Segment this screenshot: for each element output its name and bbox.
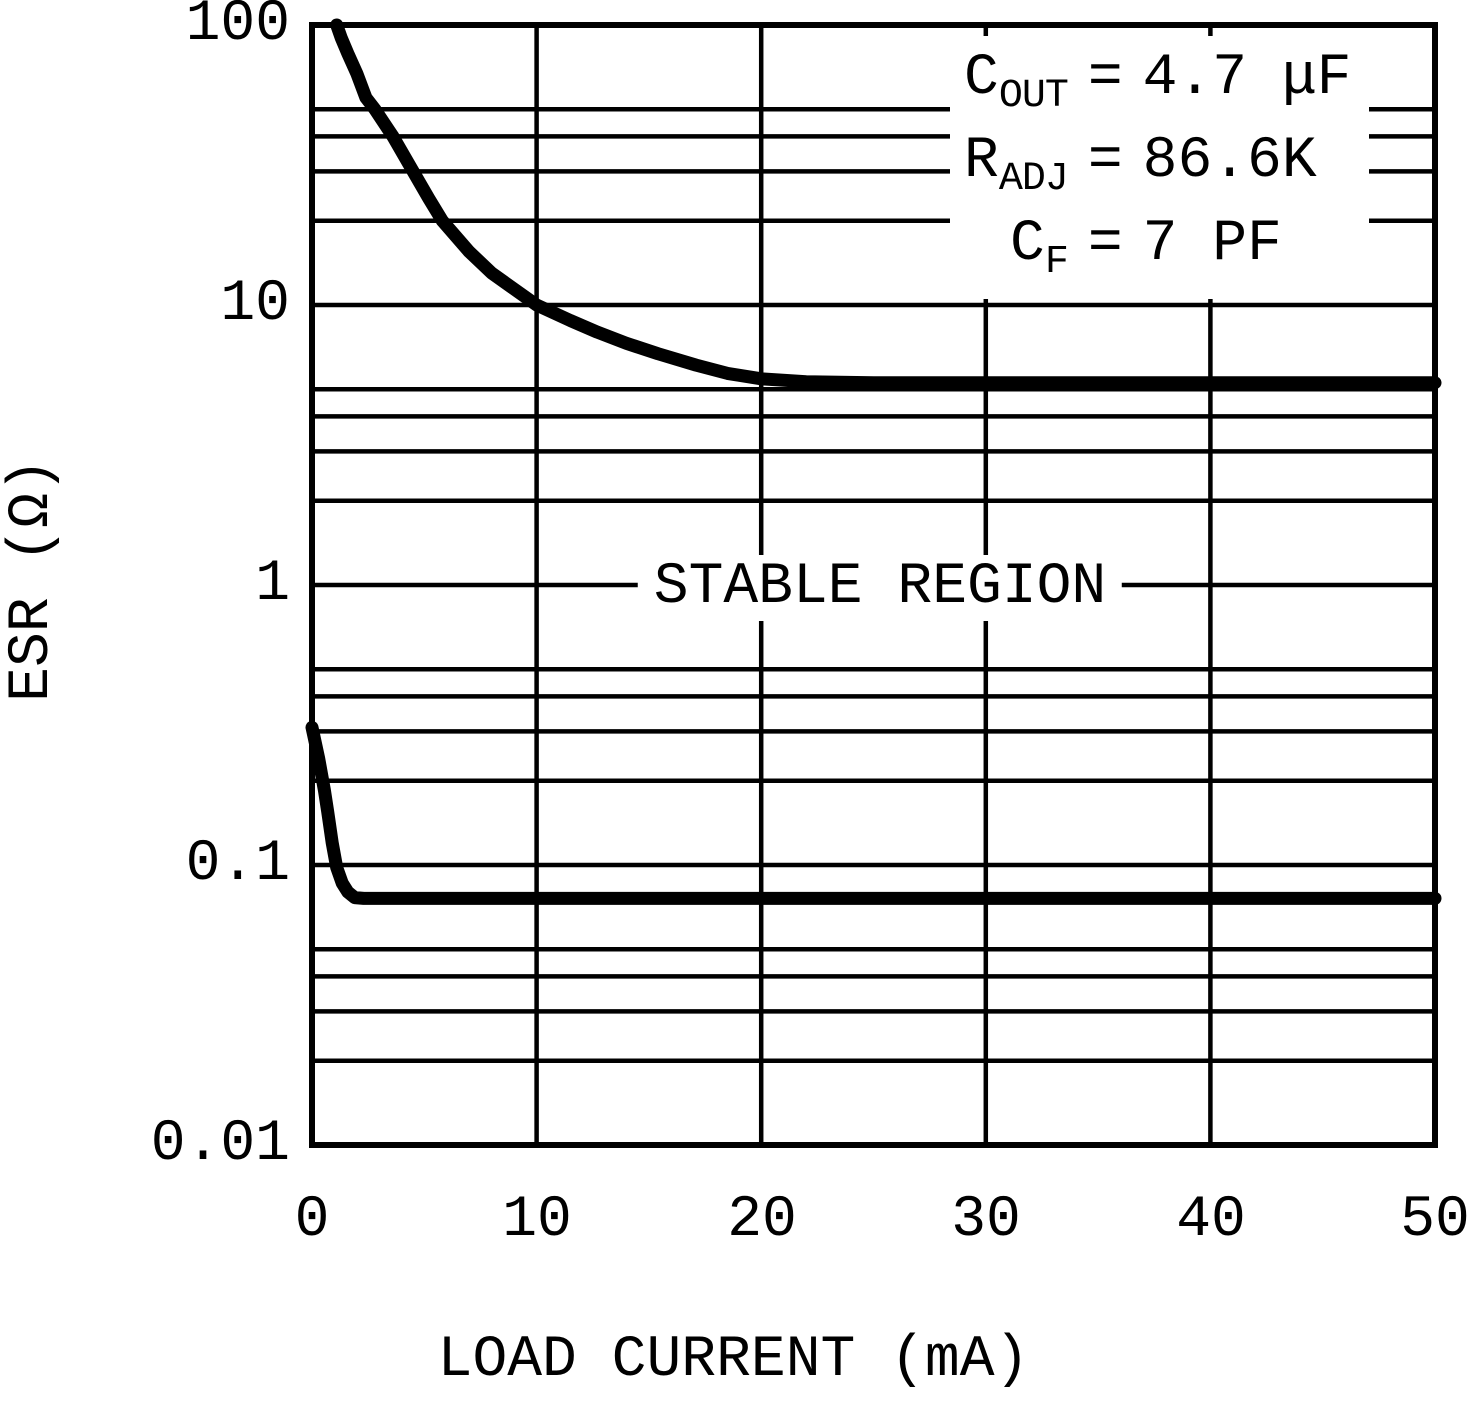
condition-cout-symbol: COUT xyxy=(964,46,1069,119)
y-tick-label-100: 100 xyxy=(185,0,290,57)
conditions-annotation: COUT = 4.7 μF RADJ = 86.6K CF = 7 PF xyxy=(950,36,1370,299)
cf-value: 7 PF xyxy=(1142,212,1282,277)
cf-subscript: F xyxy=(1044,239,1069,285)
stable-region-label: STABLE REGION xyxy=(637,555,1123,621)
condition-radj-symbol: RADJ xyxy=(964,129,1069,202)
x-tick-label-0: 0 xyxy=(294,1188,330,1253)
cout-subscript: OUT xyxy=(998,73,1069,119)
y-tick-label-0p1: 0.1 xyxy=(185,832,290,897)
condition-cf-symbol: CF xyxy=(1010,212,1069,285)
plot-border xyxy=(309,22,1438,1148)
x-tick-label-30: 30 xyxy=(951,1188,1021,1253)
radj-value: 86.6K xyxy=(1142,129,1317,194)
upper-esr-boundary-curve xyxy=(330,18,1442,390)
x-tick-label-50: 50 xyxy=(1400,1188,1467,1253)
x-tick-label-20: 20 xyxy=(727,1188,797,1253)
radj-subscript: ADJ xyxy=(998,156,1069,202)
cout-equals: = xyxy=(1087,46,1123,111)
lower-esr-boundary-curve xyxy=(305,720,1442,905)
y-tick-label-1: 1 xyxy=(255,552,290,617)
x-tick-label-10: 10 xyxy=(502,1188,572,1253)
x-axis-title: LOAD CURRENT (mA) xyxy=(437,1328,1030,1393)
y-tick-label-10: 10 xyxy=(220,272,290,337)
y-axis-title: ESR (Ω) xyxy=(0,458,65,702)
cf-equals: = xyxy=(1087,212,1123,277)
y-tick-label-0p01: 0.01 xyxy=(150,1112,290,1177)
cout-value: 4.7 μF xyxy=(1142,46,1352,111)
radj-equals: = xyxy=(1087,129,1123,194)
x-tick-label-40: 40 xyxy=(1176,1188,1246,1253)
